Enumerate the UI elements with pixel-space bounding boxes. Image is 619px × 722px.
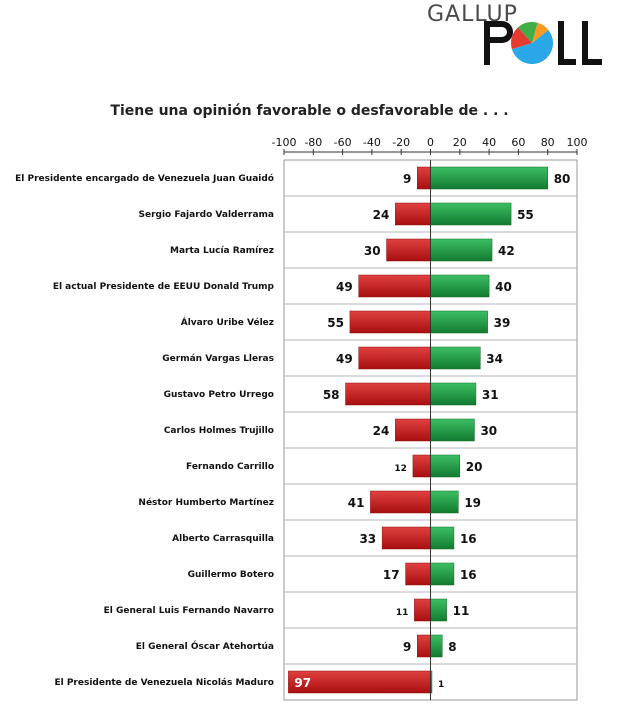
value-label-unfavorable: 58 [323, 388, 340, 402]
bar-unfavorable [417, 166, 431, 190]
x-tick-label: 40 [482, 136, 496, 149]
value-label-unfavorable: 33 [359, 532, 376, 546]
value-label-unfavorable: 24 [373, 424, 390, 438]
category-label: Carlos Holmes Trujillo [164, 426, 274, 436]
chart-title: Tiene una opinión favorable o desfavorab… [110, 103, 509, 119]
bar-favorable [430, 166, 548, 190]
value-label-unfavorable: 9 [403, 172, 411, 186]
bar-unfavorable [370, 490, 431, 514]
value-label-unfavorable: 41 [348, 496, 365, 510]
bar-unfavorable [417, 634, 431, 658]
category-label: Gustavo Petro Urrego [164, 390, 274, 400]
value-label-unfavorable: 55 [327, 316, 344, 330]
value-label-favorable: 19 [464, 496, 481, 510]
bar-favorable [430, 274, 490, 298]
pie-slice [532, 22, 549, 43]
value-label-favorable: 1 [438, 680, 444, 690]
value-label-favorable: 31 [482, 388, 499, 402]
bar-favorable [430, 202, 512, 226]
value-label-favorable: 16 [460, 532, 477, 546]
category-label: Marta Lucía Ramírez [170, 246, 274, 256]
bar-favorable [430, 346, 481, 370]
category-label: Néstor Humberto Martínez [138, 497, 274, 508]
value-label-unfavorable: 49 [336, 280, 353, 294]
gallup-poll-logo: GALLUP [424, 2, 616, 70]
value-label-favorable: 55 [517, 208, 534, 222]
value-label-unfavorable: 49 [336, 352, 353, 366]
bar-unfavorable [349, 310, 431, 334]
x-tick-label: 20 [453, 136, 467, 149]
bar-favorable [430, 418, 475, 442]
value-label-favorable: 34 [486, 352, 503, 366]
bar-favorable [430, 598, 447, 622]
bar-unfavorable [412, 454, 431, 478]
category-label: Guillermo Botero [188, 570, 274, 580]
x-tick-label: -40 [363, 136, 381, 149]
value-label-unfavorable: 12 [394, 464, 407, 474]
value-label-unfavorable: 9 [403, 640, 411, 654]
category-label: El Presidente de Venezuela Nicolás Madur… [54, 678, 274, 688]
value-label-unfavorable: 24 [373, 208, 390, 222]
bar-unfavorable [386, 238, 431, 262]
pie-slice [511, 29, 553, 64]
value-label-unfavorable: 17 [383, 568, 400, 582]
x-tick-label: 80 [541, 136, 555, 149]
bar-favorable [430, 634, 443, 658]
bar-favorable [430, 310, 488, 334]
value-label-unfavorable: 30 [364, 244, 381, 258]
bar-favorable [430, 562, 455, 586]
bar-unfavorable [358, 274, 431, 298]
pie-chart-icon [511, 21, 553, 64]
category-label: Fernando Carrillo [186, 462, 274, 472]
category-label: El General Luis Fernando Navarro [104, 606, 274, 616]
x-tick-label: 100 [567, 136, 588, 149]
bar-favorable [430, 526, 455, 550]
x-tick-label: 60 [511, 136, 525, 149]
value-label-favorable: 11 [453, 604, 470, 618]
logo-poll-mark [484, 21, 602, 65]
value-label-favorable: 30 [480, 424, 497, 438]
category-label: Sergio Fajardo Valderrama [139, 210, 275, 220]
category-label: El General Óscar Atehortúa [136, 640, 274, 652]
bar-unfavorable [381, 526, 431, 550]
logo-letters [484, 21, 602, 65]
bar-unfavorable [395, 418, 431, 442]
pie-slice [517, 21, 538, 43]
bar-unfavorable [414, 598, 431, 622]
x-tick-label: -80 [304, 136, 322, 149]
pie-slice [511, 27, 532, 50]
value-label-unfavorable: 11 [396, 608, 409, 618]
category-label: El actual Presidente de EEUU Donald Trum… [53, 282, 275, 292]
x-tick-label: 0 [427, 136, 434, 149]
bar-favorable [430, 238, 493, 262]
bar-unfavorable [345, 382, 431, 406]
bar-favorable [430, 454, 461, 478]
x-tick-label: -100 [272, 136, 297, 149]
value-label-favorable: 40 [495, 280, 512, 294]
value-label-favorable: 42 [498, 244, 515, 258]
value-label-favorable: 16 [460, 568, 477, 582]
x-tick-label: -20 [392, 136, 410, 149]
category-label: Álvaro Uribe Vélez [181, 316, 274, 328]
bar-favorable [430, 490, 459, 514]
x-tick-label: -60 [334, 136, 352, 149]
value-label-favorable: 39 [494, 316, 511, 330]
value-label-unfavorable: 97 [294, 676, 311, 690]
bar-unfavorable [358, 346, 431, 370]
value-label-favorable: 80 [554, 172, 571, 186]
category-label: Germán Vargas Lleras [162, 354, 274, 364]
category-label: El Presidente encargado de Venezuela Jua… [15, 173, 274, 184]
value-label-favorable: 8 [448, 640, 456, 654]
bar-favorable [430, 382, 477, 406]
value-label-favorable: 20 [466, 460, 483, 474]
bar-unfavorable [395, 202, 431, 226]
bar-unfavorable [405, 562, 431, 586]
category-label: Alberto Carrasquilla [172, 534, 274, 544]
